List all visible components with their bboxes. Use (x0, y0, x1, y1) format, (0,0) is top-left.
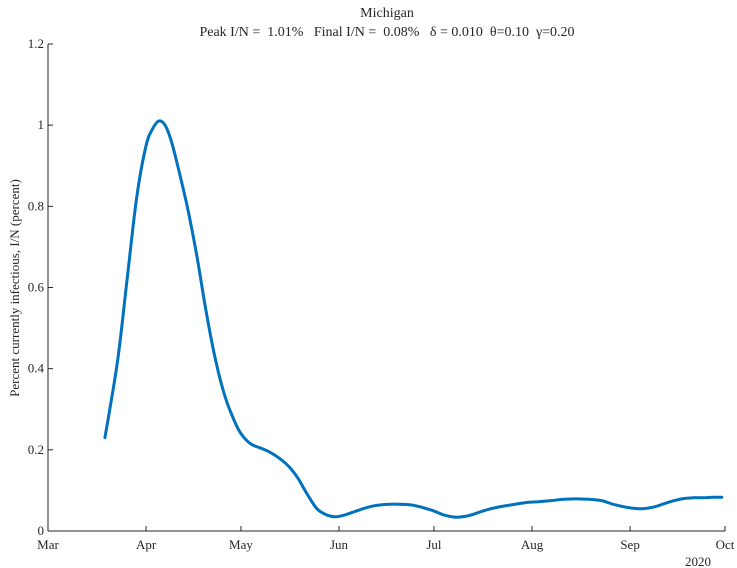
y-ticks: 0 0.2 0.4 0.6 0.8 1 1.2 (28, 36, 53, 538)
y-tick-label: 1 (38, 117, 45, 132)
y-tick-label: 0.2 (28, 442, 44, 457)
x-tick-label: Jun (330, 537, 349, 552)
x-tick-label: Mar (37, 537, 59, 552)
x-tick-label: Apr (136, 537, 157, 552)
plot-area: 0 0.2 0.4 0.6 0.8 1 1.2 Mar Apr May Jun Jul Aug Sep O… (28, 36, 735, 552)
y-tick-label: 0.8 (28, 198, 44, 213)
y-tick-label: 1.2 (28, 36, 44, 51)
x-tick-label: Sep (620, 537, 640, 552)
x-tick-label: Oct (716, 537, 735, 552)
chart-title: Michigan (360, 6, 414, 21)
x-ticks: Mar Apr May Jun Jul Aug Sep Oct (37, 526, 735, 552)
y-tick-label: 0 (38, 523, 45, 538)
chart-subtitle: Peak I/N = 1.01% Final I/N = 0.08% δ = 0… (199, 25, 574, 40)
y-axis-label: Percent currently infectious, I/N (perce… (7, 179, 22, 397)
x-tick-label: May (229, 537, 253, 552)
year-label: 2020 (685, 554, 711, 568)
x-tick-label: Jul (426, 537, 442, 552)
y-tick-label: 0.6 (28, 280, 45, 295)
y-tick-label: 0.4 (28, 361, 45, 376)
x-tick-label: Aug (521, 537, 544, 552)
series-line (103, 119, 724, 519)
